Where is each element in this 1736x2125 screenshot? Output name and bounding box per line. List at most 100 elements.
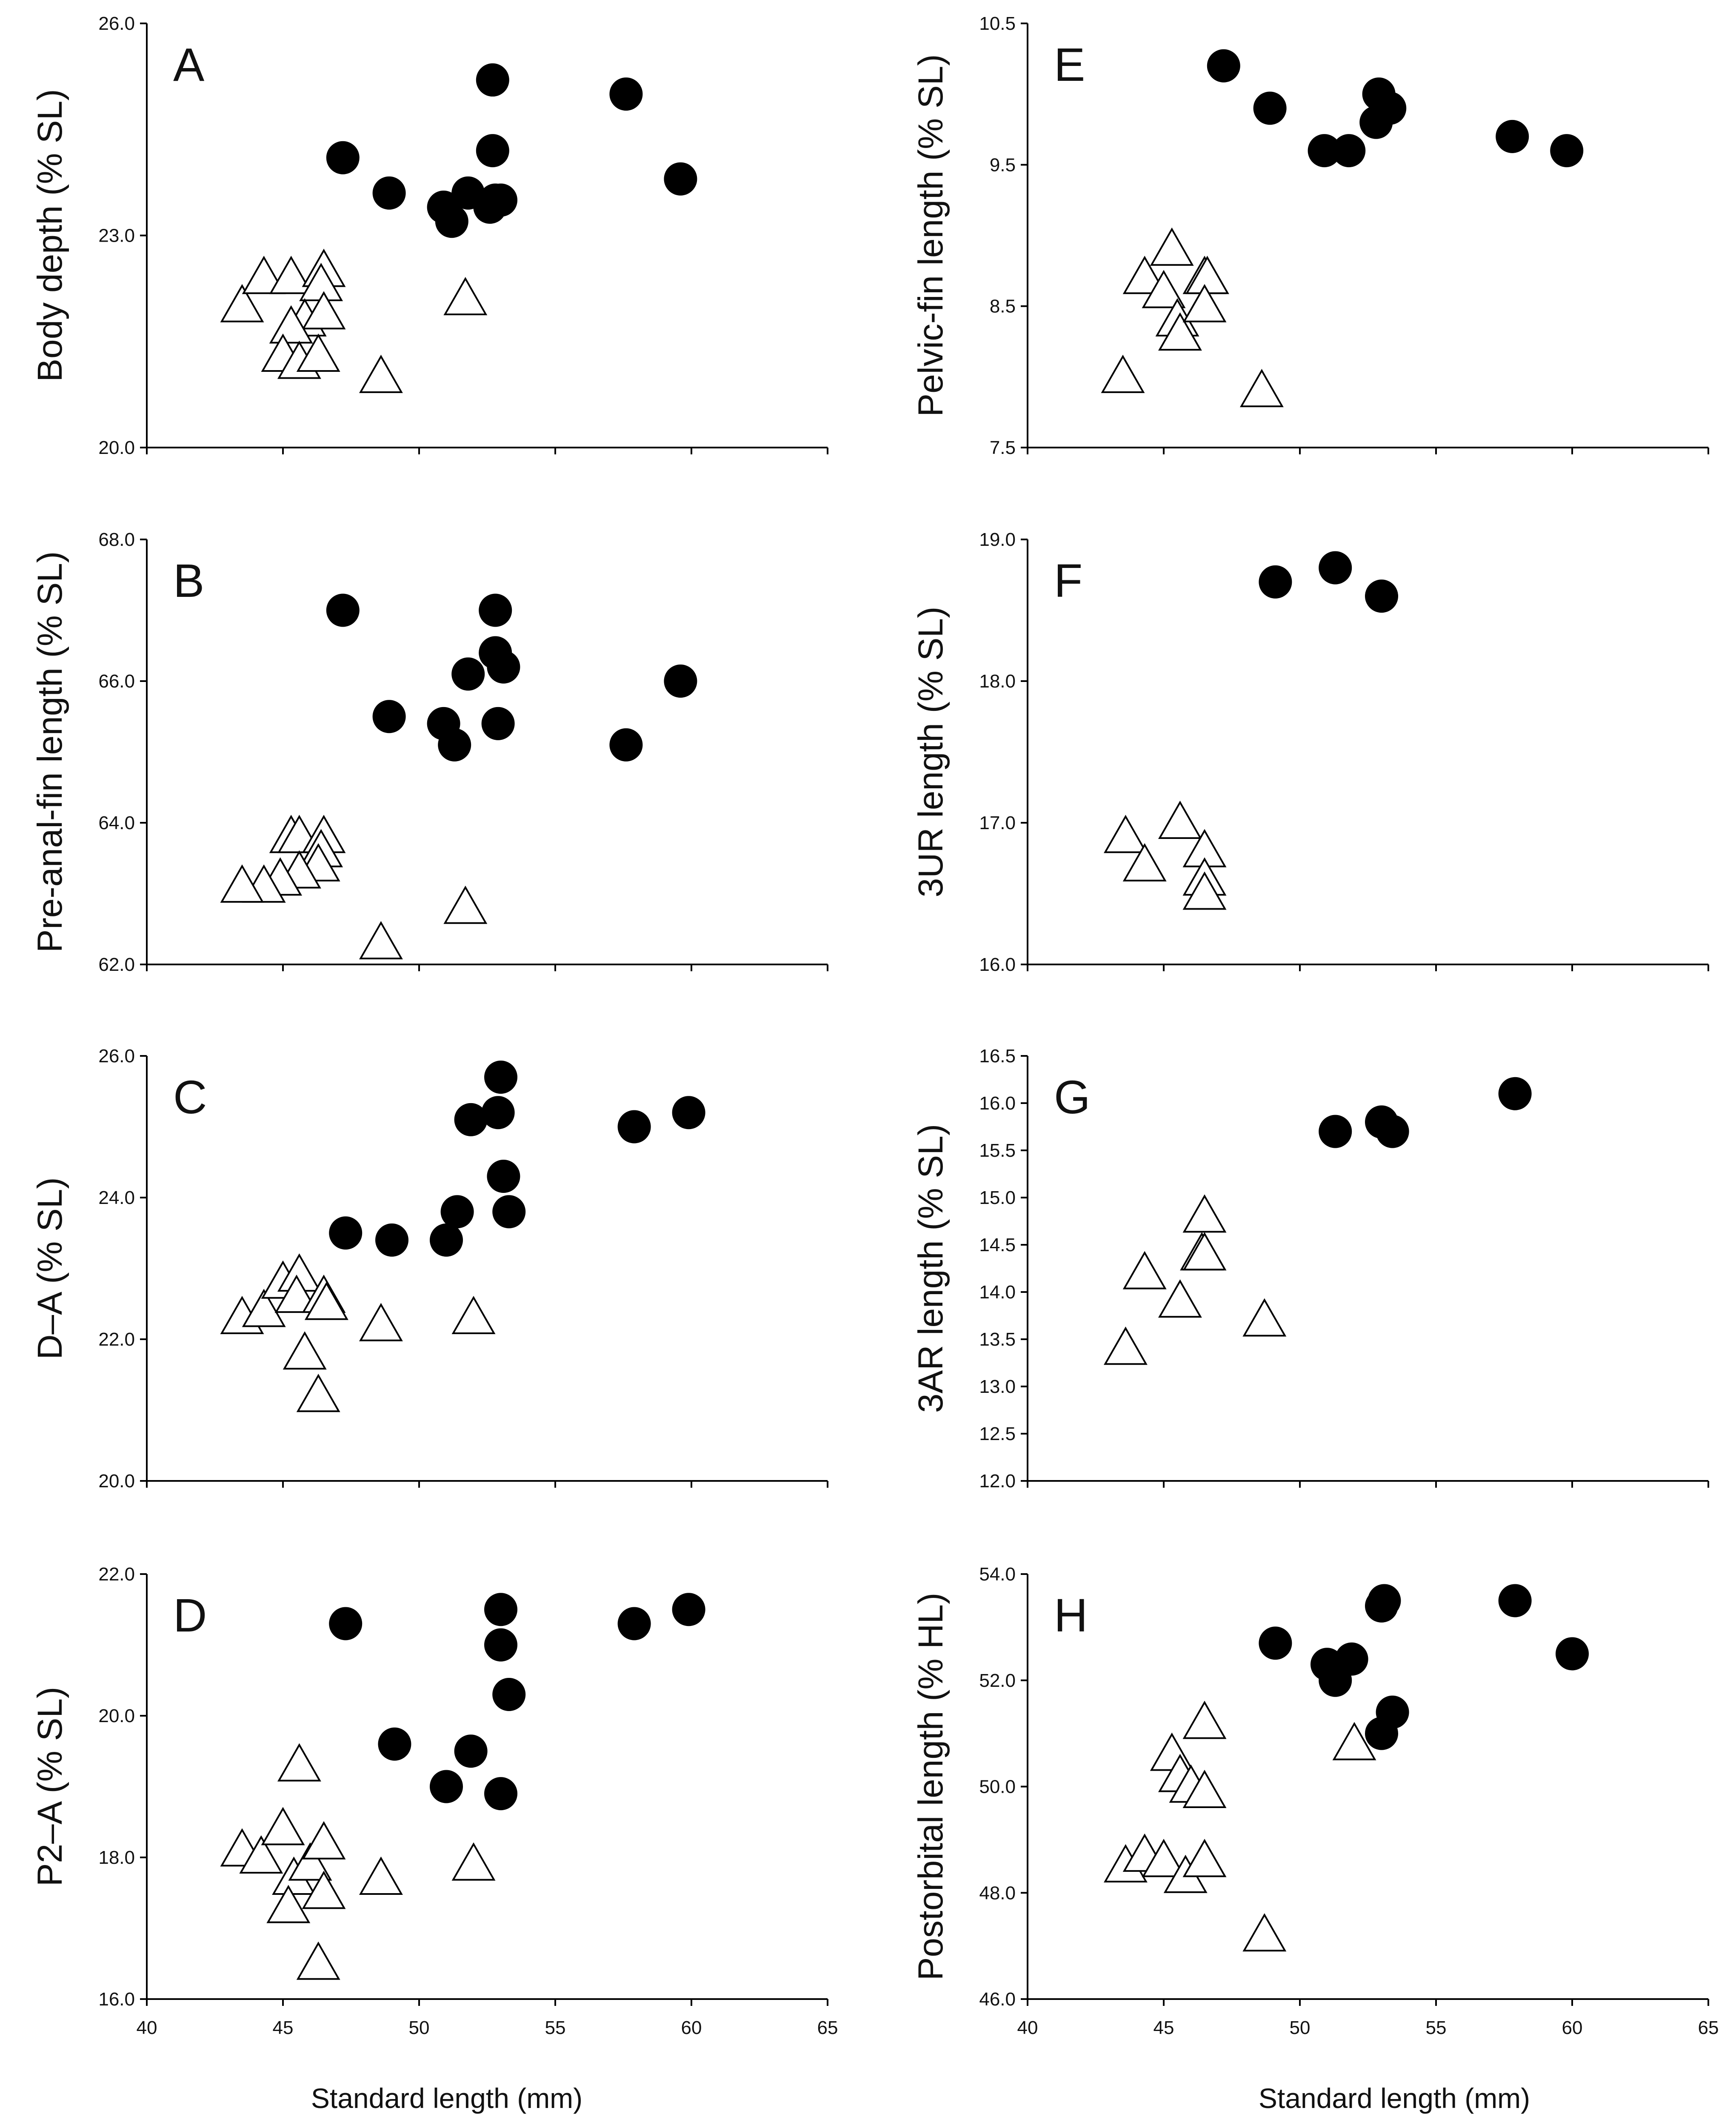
- y-tick-label-g: 14.5: [979, 1235, 1016, 1255]
- y-tick-label-c: 26.0: [98, 1046, 135, 1067]
- panel-letter-e: E: [1054, 39, 1085, 91]
- data-point-triangle-a: [220, 284, 264, 322]
- x-tick-label-d: 60: [681, 2017, 702, 2038]
- data-point-triangle-d: [266, 1885, 311, 1923]
- data-point-triangle-b: [220, 864, 264, 903]
- data-point-circle-h: [1498, 1584, 1532, 1617]
- data-point-triangle-c: [283, 1331, 327, 1370]
- data-point-circle-c: [454, 1103, 488, 1136]
- panel-a: 20.0 23.0 26.0 Body depth (% SL) A: [31, 13, 828, 458]
- data-point-triangle-g: [1103, 1326, 1148, 1365]
- data-point-circle-d: [329, 1607, 363, 1640]
- data-point-triangle-e: [1182, 284, 1227, 322]
- data-point-circle-f: [1319, 551, 1352, 585]
- data-point-triangle-h: [1182, 1700, 1227, 1739]
- data-point-triangle-d: [302, 1871, 346, 1909]
- data-point-triangle-d: [359, 1856, 403, 1895]
- data-point-circle-g: [1498, 1077, 1532, 1110]
- panels: 20.0 23.0 26.0 Body depth (% SL) A 62.0 64.0 66…: [31, 13, 1719, 2038]
- data-point-circle-b: [438, 728, 471, 762]
- data-point-triangle-c: [274, 1275, 319, 1313]
- y-tick-label-a: 20.0: [98, 437, 135, 458]
- data-point-circle-a: [484, 183, 517, 217]
- y-tick-label-h: 48.0: [979, 1883, 1016, 1903]
- y-tick-label-g: 14.0: [979, 1282, 1016, 1303]
- x-tick-label-h: 55: [1426, 2017, 1447, 2038]
- data-point-triangle-d: [239, 1835, 283, 1874]
- data-point-circle-a: [476, 63, 509, 97]
- y-tick-label-h: 50.0: [979, 1777, 1016, 1797]
- data-point-circle-h: [1259, 1626, 1292, 1660]
- data-point-circle-h: [1365, 1717, 1398, 1750]
- y-tick-label-g: 12.5: [979, 1423, 1016, 1444]
- data-point-triangle-a: [443, 277, 488, 316]
- data-point-triangle-h: [1142, 1839, 1186, 1877]
- data-point-triangle-g: [1242, 1298, 1287, 1337]
- data-point-circle-c: [617, 1110, 651, 1144]
- data-point-triangle-e: [1158, 312, 1202, 351]
- y-tick-label-g: 13.5: [979, 1329, 1016, 1350]
- y-axis-title-h: Postorbital length (% HL): [911, 1593, 950, 1981]
- y-tick-label-g: 16.5: [979, 1046, 1016, 1067]
- data-point-triangle-d: [261, 1807, 305, 1845]
- y-axis-title-d: P2–A (% SL): [31, 1687, 69, 1886]
- data-point-circle-e: [1362, 77, 1396, 111]
- panel-letter-d: D: [173, 1589, 207, 1642]
- data-point-triangle-c: [304, 1281, 348, 1320]
- x-tick-label-d: 40: [137, 2017, 157, 2038]
- panel-e: 7.5 8.5 9.5 10.5 Pelvic-fin length (% SL) E: [911, 13, 1709, 458]
- data-point-circle-a: [326, 141, 360, 174]
- panel-letter-h: H: [1054, 1589, 1088, 1642]
- panel-c: 20.0 22.0 24.0 26.0 D–A (% SL) C: [31, 1046, 828, 1492]
- data-point-triangle-e: [1239, 369, 1284, 408]
- y-tick-label-h: 54.0: [979, 1564, 1016, 1585]
- data-point-triangle-g: [1182, 1232, 1227, 1271]
- data-point-circle-e: [1496, 120, 1529, 153]
- y-tick-label-g: 16.0: [979, 1093, 1016, 1114]
- y-axis-title-a: Body depth (% SL): [31, 89, 69, 382]
- y-tick-label-a: 23.0: [98, 225, 135, 246]
- data-point-circle-h: [1335, 1642, 1368, 1676]
- data-point-circle-b: [664, 665, 697, 698]
- y-tick-label-g: 15.0: [979, 1187, 1016, 1208]
- x-tick-label-h: 60: [1562, 2017, 1583, 2038]
- x-axis-title-left: Standard length (mm): [311, 2082, 582, 2114]
- data-point-circle-b: [609, 728, 643, 762]
- data-point-triangle-h: [1182, 1769, 1227, 1808]
- x-tick-label-h: 50: [1290, 2017, 1311, 2038]
- data-point-triangle-c: [451, 1296, 496, 1335]
- data-point-circle-c: [329, 1216, 363, 1250]
- data-point-circle-d: [484, 1628, 517, 1662]
- data-point-triangle-f: [1122, 843, 1167, 881]
- data-point-circle-c: [484, 1060, 517, 1094]
- panel-letter-f: F: [1054, 555, 1082, 607]
- data-point-circle-b: [326, 593, 360, 627]
- data-point-triangle-h: [1182, 1839, 1227, 1877]
- y-axis-title-g: 3AR length (% SL): [911, 1124, 950, 1413]
- y-tick-label-f: 19.0: [979, 529, 1016, 550]
- data-point-circle-c: [492, 1195, 526, 1229]
- data-point-circle-b: [479, 593, 512, 627]
- data-point-triangle-h: [1332, 1722, 1376, 1760]
- data-point-circle-d: [492, 1678, 526, 1711]
- data-point-circle-c: [487, 1160, 520, 1193]
- data-point-triangle-a: [242, 256, 286, 294]
- data-point-circle-b: [487, 650, 520, 684]
- y-axis-title-f: 3UR length (% SL): [911, 607, 950, 898]
- y-tick-label-b: 66.0: [98, 671, 135, 692]
- data-point-triangle-c: [296, 1374, 340, 1412]
- panel-letter-c: C: [173, 1071, 207, 1124]
- data-point-triangle-f: [1182, 871, 1227, 910]
- data-point-circle-b: [451, 657, 485, 691]
- panel-letter-b: B: [173, 555, 204, 607]
- y-axis-title-e: Pelvic-fin length (% SL): [911, 54, 950, 416]
- data-point-circle-c: [481, 1096, 515, 1130]
- y-tick-label-a: 26.0: [98, 13, 135, 34]
- y-axis-title-b: Pre-anal-fin length (% SL): [31, 551, 69, 953]
- panel-d: 16.0 18.0 20.0 22.0 40 45 50 55 60 65 P2–A (% SL) D: [31, 1564, 838, 2038]
- data-point-circle-h: [1365, 1589, 1398, 1623]
- data-point-triangle-a: [269, 256, 313, 294]
- data-point-circle-b: [372, 700, 406, 733]
- data-point-triangle-f: [1103, 815, 1148, 853]
- data-point-circle-h: [1556, 1637, 1589, 1671]
